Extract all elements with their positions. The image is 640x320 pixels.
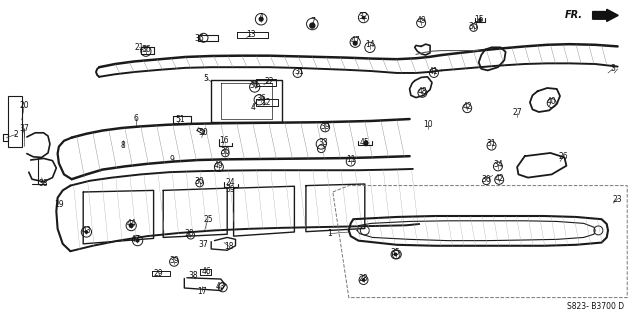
Text: 49: 49 [214, 161, 224, 170]
Text: 18: 18 [225, 242, 234, 251]
Text: 37: 37 [19, 124, 29, 133]
Text: 27: 27 [512, 108, 522, 117]
Text: FR.: FR. [564, 10, 582, 20]
Text: 25: 25 [203, 215, 213, 224]
Text: 32: 32 [358, 12, 369, 21]
Ellipse shape [129, 223, 134, 228]
Text: 15: 15 [474, 15, 484, 24]
Text: 4: 4 [250, 103, 255, 112]
Text: 43: 43 [131, 235, 141, 244]
Text: 30: 30 [195, 177, 205, 186]
Text: 23: 23 [612, 195, 623, 204]
Text: 36: 36 [250, 81, 260, 90]
Text: 39: 39 [225, 185, 236, 194]
Text: 36: 36 [256, 94, 266, 103]
Text: 13: 13 [246, 30, 256, 39]
Text: 4: 4 [259, 13, 264, 22]
Text: 29: 29 [154, 269, 164, 278]
Text: 7: 7 [310, 17, 315, 26]
Text: 47: 47 [350, 36, 360, 45]
Text: 38: 38 [188, 271, 198, 280]
Text: 41: 41 [429, 67, 439, 76]
Ellipse shape [309, 22, 316, 29]
Text: 43: 43 [216, 282, 226, 291]
Text: 49: 49 [416, 16, 426, 25]
Text: 31: 31 [486, 140, 497, 148]
Text: 8: 8 [120, 141, 125, 150]
Text: 17: 17 [196, 287, 207, 296]
Text: 30: 30 [468, 22, 479, 31]
Ellipse shape [394, 252, 397, 256]
Text: 31: 31 [294, 67, 305, 76]
Text: 1: 1 [327, 229, 332, 238]
Ellipse shape [478, 18, 482, 22]
Text: 2: 2 [13, 130, 19, 139]
Bar [8, 96, 22, 147]
Ellipse shape [84, 230, 88, 234]
Ellipse shape [362, 278, 365, 282]
Text: 26: 26 [558, 152, 568, 161]
Ellipse shape [353, 41, 358, 46]
Text: 38: 38 [38, 179, 49, 188]
Text: 9: 9 [169, 156, 174, 164]
Text: 24: 24 [225, 178, 236, 187]
Ellipse shape [259, 17, 264, 22]
Text: 51: 51 [175, 115, 186, 124]
Text: 16: 16 [219, 136, 229, 145]
Text: 28: 28 [359, 274, 368, 283]
Text: 33: 33 [318, 138, 328, 147]
Text: 42: 42 [462, 102, 472, 111]
Text: 30: 30 [184, 229, 194, 238]
Text: 37: 37 [198, 240, 209, 249]
Text: 40: 40 [547, 97, 557, 106]
Text: 19: 19 [54, 200, 64, 209]
Ellipse shape [136, 239, 140, 243]
FancyArrow shape [593, 9, 618, 21]
Text: 48: 48 [417, 87, 428, 96]
Text: 20: 20 [19, 101, 29, 110]
Ellipse shape [364, 140, 369, 146]
Text: 10: 10 [422, 120, 433, 129]
Text: 45: 45 [360, 138, 370, 147]
Text: 6: 6 [134, 114, 139, 123]
Text: 35: 35 [390, 248, 401, 257]
Text: S823- B3700 D: S823- B3700 D [566, 302, 624, 311]
Text: 30: 30 [481, 175, 492, 184]
Text: 3: 3 [611, 64, 616, 73]
Text: 42: 42 [494, 174, 504, 183]
Text: 43: 43 [81, 226, 92, 235]
Ellipse shape [362, 16, 365, 20]
Text: 30: 30 [220, 148, 230, 156]
Text: 44: 44 [126, 220, 136, 228]
Text: 12: 12 [262, 98, 271, 107]
Text: 36: 36 [141, 45, 151, 54]
Text: 22: 22 [264, 77, 273, 86]
Text: 21: 21 [135, 43, 144, 52]
Text: 50: 50 [198, 128, 209, 137]
Text: 34: 34 [493, 160, 503, 169]
Text: 39: 39 [320, 122, 330, 131]
Text: 36: 36 [195, 34, 205, 43]
Text: 39: 39 [169, 256, 179, 265]
Text: 5: 5 [204, 74, 209, 83]
Text: 14: 14 [365, 40, 375, 49]
Text: 46: 46 [201, 267, 211, 276]
Text: 11: 11 [346, 156, 355, 164]
